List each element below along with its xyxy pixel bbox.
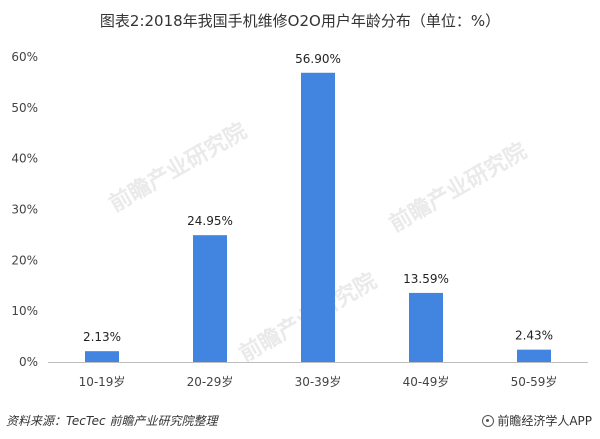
y-tick-label: 30% [11,203,38,217]
data-label: 2.13% [83,330,121,344]
bar [85,351,119,362]
x-category-label: 40-49岁 [403,374,450,389]
source-note: 资料来源：TecTec 前瞻产业研究院整理 [6,414,218,428]
y-axis-ticks: 0% 10% 20% 30% 40% 50% 60% [11,50,38,369]
bar [193,235,227,362]
data-label: 2.43% [515,329,553,343]
bar [409,292,443,362]
brand-name: 前瞻经济学人APP [497,414,592,428]
bars [85,72,551,362]
x-axis-labels: 10-19岁 20-29岁 30-39岁 40-49岁 50-59岁 [79,374,558,389]
bar [517,349,551,362]
chart-title: 图表2:2018年我国手机维修O2O用户年龄分布（单位：%） [99,12,501,30]
y-tick-label: 50% [11,101,38,115]
bar [301,72,335,362]
y-tick-label: 40% [11,152,38,166]
brand-credit: 前瞻经济学人APP [482,412,592,429]
data-label: 24.95% [187,214,233,228]
x-category-label: 20-29岁 [187,374,234,389]
y-tick-label: 0% [19,355,38,369]
x-category-label: 50-59岁 [511,374,558,389]
x-category-label: 10-19岁 [79,374,126,389]
y-tick-label: 10% [11,304,38,318]
y-tick-label: 60% [11,50,38,64]
brand-logo-icon [482,415,495,427]
y-tick-label: 20% [11,253,38,267]
x-category-label: 30-39岁 [295,374,342,389]
data-labels: 2.13% 24.95% 56.90% 13.59% 2.43% [83,52,553,344]
data-label: 56.90% [295,52,341,66]
data-label: 13.59% [403,272,449,286]
